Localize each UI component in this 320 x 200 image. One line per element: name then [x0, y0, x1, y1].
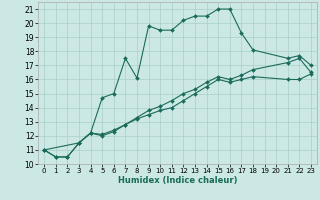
X-axis label: Humidex (Indice chaleur): Humidex (Indice chaleur): [118, 176, 237, 185]
